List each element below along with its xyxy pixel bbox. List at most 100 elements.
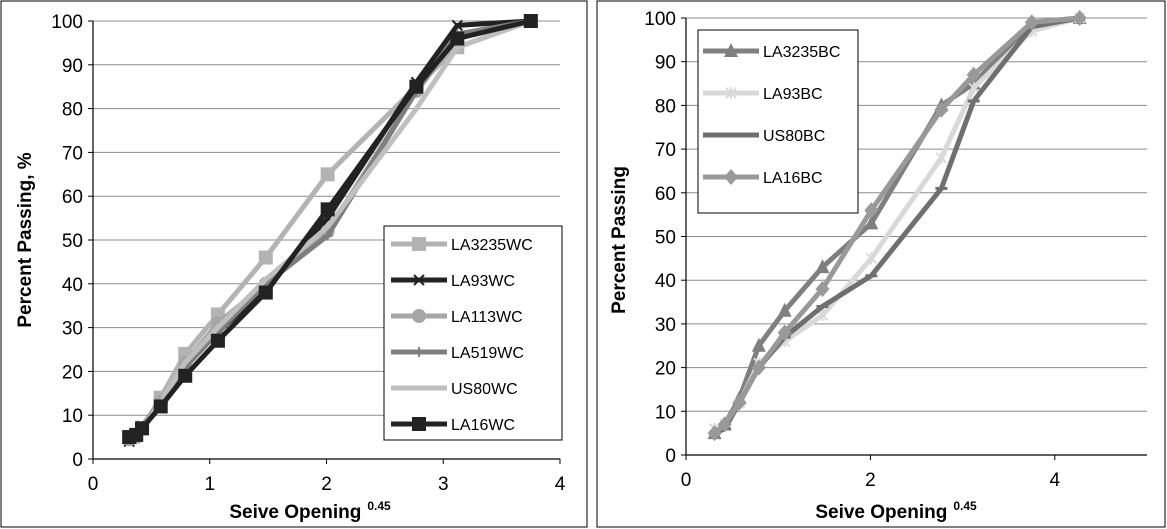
chart-2-data-point (777, 324, 792, 341)
chart-2-legend-label: LA93BC (763, 86, 823, 103)
chart-1-y-tick-label: 70 (62, 143, 83, 164)
chart-2-series (707, 10, 1087, 442)
chart-1-data-point (450, 31, 465, 46)
chart-1-legend-entry: US80WC (391, 381, 518, 398)
chart-2-data-point (967, 81, 980, 94)
chart-1-data-point (153, 399, 168, 414)
chart-2-legend-entry: LA16BC (703, 169, 823, 187)
chart-1-y-tick-label: 50 (62, 231, 83, 252)
chart-1-legend-label: LA519WC (451, 345, 524, 362)
chart-2-data-point (751, 337, 766, 352)
chart-2-legend-entry: LA3235BC (703, 43, 840, 61)
chart-1-legend: LA3235WC LA93WC LA113WC LA519WC US80WC LA16WC (383, 225, 563, 441)
chart-2-data-point (1024, 14, 1039, 31)
chart-2-legend-marker (724, 43, 738, 57)
chart-1-x-tick-label: 0 (88, 474, 99, 495)
chart-2-legend-marker (725, 87, 737, 99)
chart-1-y-tick-label: 0 (72, 450, 83, 471)
chart-1-y-axis-label: Percent Passing, % (15, 152, 36, 327)
chart-2-data-point (1072, 10, 1087, 26)
chart-1-legend-marker (412, 237, 426, 251)
chart-1-legend-entry: LA93WC (391, 273, 515, 290)
chart-2-y-tick-label: 50 (655, 228, 676, 249)
chart-1-data-point (322, 230, 333, 241)
chart-1-y-tick-label: 20 (62, 362, 83, 383)
chart-2-data-point (717, 416, 732, 433)
chart-1-y-tick-label: 60 (62, 187, 83, 208)
chart-2-data-point (864, 215, 879, 230)
chart-1-legend-label: LA3235WC (451, 237, 533, 254)
chart-1-data-point (409, 79, 424, 94)
chart-1-legend-marker (412, 309, 426, 323)
chart-2-y-tick-label: 20 (655, 359, 676, 380)
chart-1-legend-marker (413, 274, 425, 286)
chart-2-legend-label: US80BC (763, 128, 825, 145)
chart-1-legend-label: US80WC (451, 381, 518, 398)
chart-2-legend-entry: US80BC (703, 128, 825, 145)
chart-1: 0 10 20 30 40 50 60 70 80 90 100 0 1 2 3 4 Seive Openin… (15, 12, 566, 523)
chart-2-data-point (707, 425, 722, 442)
chart-1-legend-entry: LA16WC (391, 417, 515, 434)
chart-2-data-point (777, 302, 792, 317)
chart-1-y-tick-label: 80 (62, 100, 83, 121)
chart-1-data-point (451, 19, 463, 32)
chart-2-x-tick-label: 4 (1050, 470, 1061, 491)
chart-2-x-axis-label: Seive Opening 0.45 (815, 499, 977, 523)
chart-2-y-tick-label: 0 (665, 446, 676, 467)
chart-2-y-tick-label: 70 (655, 140, 676, 161)
chart-1-legend-entry: LA3235WC (391, 237, 533, 254)
chart-2-legend-label: LA3235BC (763, 44, 840, 61)
chart-1-data-point (258, 285, 273, 300)
chart-2-data-point (934, 101, 949, 118)
chart-1-legend-label: LA93WC (451, 273, 515, 290)
chart-1-legend-marker (412, 417, 426, 431)
chart-1-y-tick-label: 40 (62, 275, 83, 296)
chart-2-y-tick-label: 10 (655, 402, 676, 423)
chart-2-y-tick-label: 90 (655, 53, 676, 74)
chart-1-legend-entry: LA519WC (391, 345, 524, 362)
chart-1-x-axis-label: Seive Opening 0.45 (229, 499, 391, 523)
chart-1-series-la16wc (122, 14, 538, 445)
chart-2-data-point (815, 259, 830, 274)
chart-1-x-tick-label: 4 (555, 474, 566, 495)
chart-1-data-point (258, 250, 273, 265)
chart-2-y-axis-label: Percent Passing (609, 166, 630, 314)
chart-1-data-point (178, 368, 193, 383)
chart-1-data-point (523, 14, 538, 28)
chart-1-axes (88, 20, 561, 464)
chart-2-y-tick-label: 40 (655, 271, 676, 292)
chart-1-y-tick-label: 30 (62, 319, 83, 340)
chart-1-x-tick-label: 3 (438, 474, 449, 495)
chart-2-data-point (815, 280, 830, 297)
chart-1-x-tick-label: 1 (204, 474, 215, 495)
chart-1-legend-box (383, 225, 563, 441)
chart-1-legend-marker (414, 347, 424, 357)
chart-2-legend: LA3235BC LA93BC US80BC LA16BC (697, 29, 859, 214)
chart-1-data-point (320, 202, 335, 217)
chart-1-legend-label: LA16WC (451, 417, 515, 434)
chart-2-legend-marker (724, 169, 738, 185)
chart-2-data-point (935, 151, 948, 164)
chart-2: 0 10 20 30 40 50 60 70 80 90 100 0 2 4 Seive Opening 0… (609, 9, 1147, 523)
chart-1-tick-labels: 0 10 20 30 40 50 60 70 80 90 100 0 1 2 3 4 (51, 12, 565, 495)
chart-1-legend-label: LA113WC (451, 309, 523, 326)
chart-2-y-tick-label: 30 (655, 315, 676, 336)
chart-1-legend-entry: LA113WC (391, 309, 523, 326)
chart-2-legend-entry: LA93BC (703, 86, 823, 103)
chart-1-y-tick-label: 10 (62, 406, 83, 427)
chart-2-data-point (864, 202, 879, 219)
chart-1-y-tick-label: 100 (51, 12, 83, 33)
chart-2-data-point (966, 66, 981, 83)
chart-2-data-point (751, 359, 766, 376)
chart-1-data-point (210, 333, 225, 348)
chart-2-x-tick-label: 2 (865, 470, 876, 491)
chart-2-y-tick-label: 80 (655, 96, 676, 117)
chart-2-legend-label: LA16BC (763, 170, 823, 187)
chart-2-data-point (732, 394, 747, 411)
chart-1-x-tick-label: 2 (321, 474, 332, 495)
chart-2-y-tick-label: 60 (655, 184, 676, 205)
chart-1-data-point (320, 167, 335, 182)
chart-2-data-point (865, 252, 878, 265)
chart-2-axes (681, 17, 1147, 460)
